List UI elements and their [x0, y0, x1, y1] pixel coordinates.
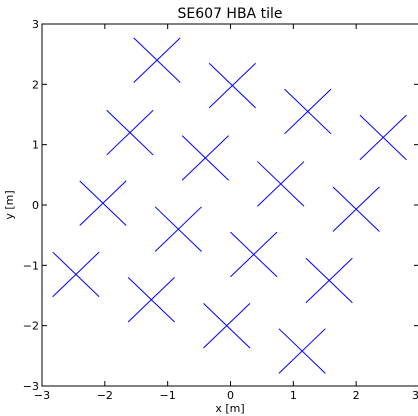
dipole-arm-b: [257, 161, 305, 207]
chart-title: SE607 HBA tile: [178, 6, 283, 22]
x-tick-label: −3: [34, 389, 50, 402]
tile-element-13: [52, 251, 100, 298]
x-tick-label: −1: [160, 389, 176, 402]
x-axis-label: x [m]: [215, 402, 244, 415]
tile-element-2: [208, 62, 256, 109]
tile-element-5: [106, 109, 154, 156]
tile-element-12: [305, 257, 353, 304]
dipole-arm-b: [305, 257, 353, 304]
tile-element-10: [154, 206, 202, 252]
dipole-arm-b: [181, 135, 229, 181]
x-tick-label: 0: [227, 389, 234, 402]
tile-element-14: [127, 277, 175, 323]
tile-element-11: [230, 231, 278, 278]
dipole-arm-b: [79, 180, 127, 226]
y-axis-label: y [m]: [3, 190, 16, 219]
dipole-arm-b: [359, 114, 407, 161]
x-tick-label: 3: [412, 389, 418, 402]
dipole-arm-b: [154, 206, 202, 252]
dipole-arm-b: [52, 251, 100, 298]
plot-marks: [52, 37, 407, 374]
tile-element-3: [284, 88, 332, 135]
y-tick-label: −1: [23, 259, 39, 272]
y-tick-label: −2: [23, 320, 39, 333]
tile-element-9: [79, 180, 127, 226]
y-tick-label: 3: [32, 18, 39, 31]
axis-ticks: −3 −2 −1 0 1 2 3 −3 −2 −1 0 1 2 3: [23, 18, 418, 402]
dipole-arm-b: [203, 302, 251, 349]
y-tick-label: 0: [32, 199, 39, 212]
dipole-arm-b: [106, 109, 154, 156]
tile-element-4: [359, 114, 407, 161]
tile-element-7: [257, 161, 305, 207]
tile-element-6: [181, 135, 229, 181]
y-tick-label: −3: [23, 380, 39, 393]
dipole-arm-b: [284, 88, 332, 135]
dipole-arm-b: [230, 231, 278, 278]
tile-element-16: [278, 328, 326, 374]
dipole-arm-b: [127, 277, 175, 323]
dipole-arm-b: [208, 62, 256, 109]
plot-frame: [41, 23, 418, 387]
dipole-arm-b: [278, 328, 326, 374]
x-tick-label: 1: [290, 389, 297, 402]
x-tick-label: 2: [353, 389, 360, 402]
dipole-arm-b: [332, 186, 380, 232]
y-tick-label: 1: [32, 139, 39, 152]
tile-element-8: [332, 186, 380, 232]
tile-element-1: [133, 37, 181, 83]
x-tick-label: −2: [97, 389, 113, 402]
y-tick-label: 2: [32, 78, 39, 91]
dipole-arm-b: [133, 37, 181, 83]
tile-element-15: [203, 302, 251, 349]
